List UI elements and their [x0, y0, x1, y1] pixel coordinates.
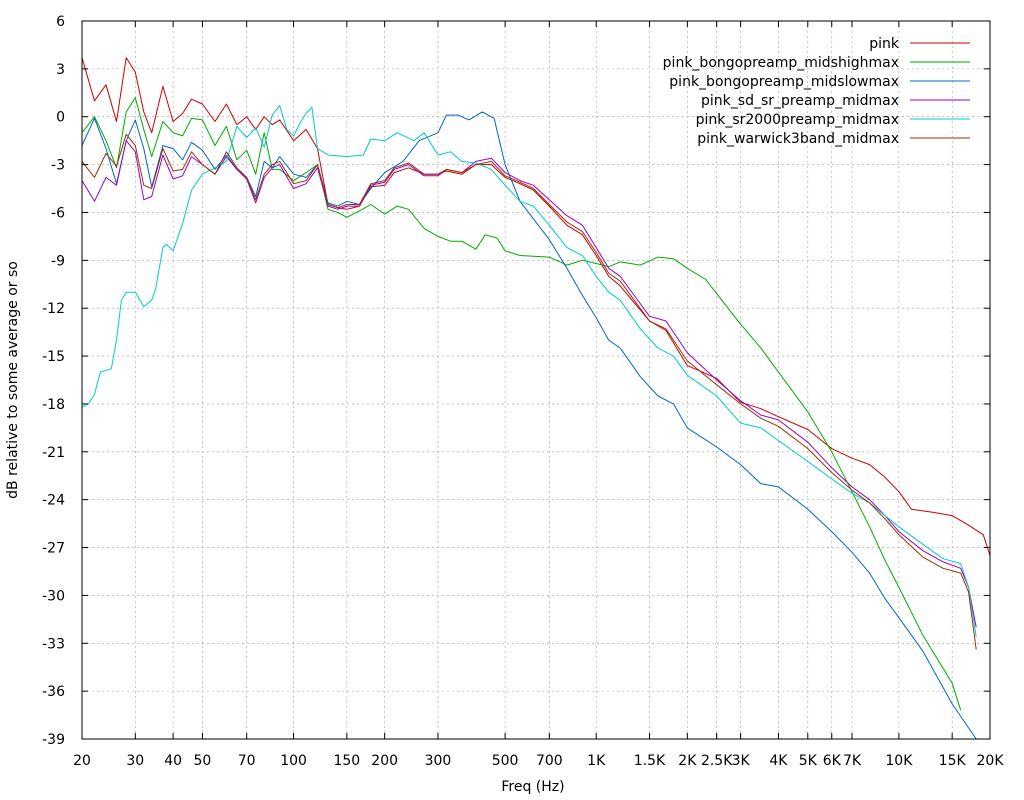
x-tick-label-5k: 5K: [799, 753, 818, 769]
legend-label-pink-sd-sr-preamp-midmax: pink_sd_sr_preamp_midmax: [701, 93, 899, 109]
legend-label-pink-bongopreamp-midshighmax: pink_bongopreamp_midshighmax: [663, 55, 899, 71]
x-tick-label-200: 200: [371, 753, 398, 769]
y-tick-label-24: -24: [42, 493, 65, 509]
x-tick-label-2-5k: 2.5K: [701, 753, 733, 769]
x-tick-label-50: 50: [194, 753, 212, 769]
x-tick-label-100: 100: [280, 753, 307, 769]
x-tick-label-700: 700: [536, 753, 563, 769]
x-tick-label-10k: 10K: [885, 753, 913, 769]
x-tick-label-2k: 2K: [678, 753, 697, 769]
y-tick-label-12: -12: [42, 301, 65, 317]
legend-label-pink-warwick3band-midmax: pink_warwick3band_midmax: [697, 131, 899, 147]
y-tick-label-6: 6: [56, 14, 65, 30]
x-tick-label-30: 30: [126, 753, 144, 769]
x-tick-label-7k: 7K: [843, 753, 862, 769]
x-tick-label-1k: 1K: [587, 753, 606, 769]
series-line-pink-sr2000preamp-midmax: [81, 105, 977, 637]
series-line-pink-bongopreamp-midshighmax: [81, 97, 962, 711]
x-tick-label-300: 300: [425, 753, 452, 769]
x-tick-label-1-5k: 1.5K: [634, 753, 666, 769]
x-tick-label-20k: 20K: [977, 753, 1005, 769]
y-tick-label-9: -9: [51, 253, 65, 269]
y-tick-label-15: -15: [42, 349, 65, 365]
series-line-pink-sd-sr-preamp-midmax: [81, 140, 977, 628]
y-tick-label-3: -3: [51, 158, 65, 174]
x-tick-label-70: 70: [238, 753, 256, 769]
y-tick-label-30: -30: [42, 588, 65, 604]
y-tick-label-36: -36: [42, 684, 65, 700]
grid-layer: [81, 20, 991, 740]
x-tick-label-500: 500: [492, 753, 519, 769]
x-tick-label-6k: 6K: [823, 753, 842, 769]
x-tick-label-40: 40: [164, 753, 182, 769]
plot-frame: [81, 20, 991, 740]
x-tick-label-4k: 4K: [769, 753, 788, 769]
y-tick-label-39: -39: [42, 732, 65, 748]
x-tick-label-150: 150: [333, 753, 360, 769]
series-line-pink-bongopreamp-midslowmax: [81, 111, 977, 740]
legend: pink pink_bongopreamp_midshighmax pink_bon…: [663, 36, 970, 147]
x-tick-label-20: 20: [73, 753, 91, 769]
y-tick-label-6: -6: [51, 205, 65, 221]
x-tick-label-15k: 15K: [939, 753, 967, 769]
ticks-layer: 20 30 40 50 70 100 150 200 300 500 700 1K 1.5K 2K 2.5K…: [42, 14, 1004, 769]
legend-label-pink-bongopreamp-midslowmax: pink_bongopreamp_midslowmax: [669, 74, 899, 90]
series-layer: [81, 57, 991, 740]
y-tick-label-3: 3: [56, 62, 65, 78]
y-tick-label-21: -21: [42, 445, 65, 461]
series-line-pink-warwick3band-midmax: [81, 133, 977, 650]
x-tick-label-3k: 3K: [732, 753, 751, 769]
legend-label-pink-sr2000preamp-midmax: pink_sr2000preamp_midmax: [696, 112, 899, 128]
y-tick-label-27: -27: [42, 541, 65, 557]
y-axis-label: dB relative to some average or so: [5, 261, 21, 499]
y-tick-label-33: -33: [42, 636, 65, 652]
y-tick-label-0: 0: [56, 110, 65, 126]
legend-label-pink: pink: [869, 36, 900, 52]
y-tick-label-18: -18: [42, 397, 65, 413]
x-axis-label: Freq (Hz): [501, 779, 564, 795]
